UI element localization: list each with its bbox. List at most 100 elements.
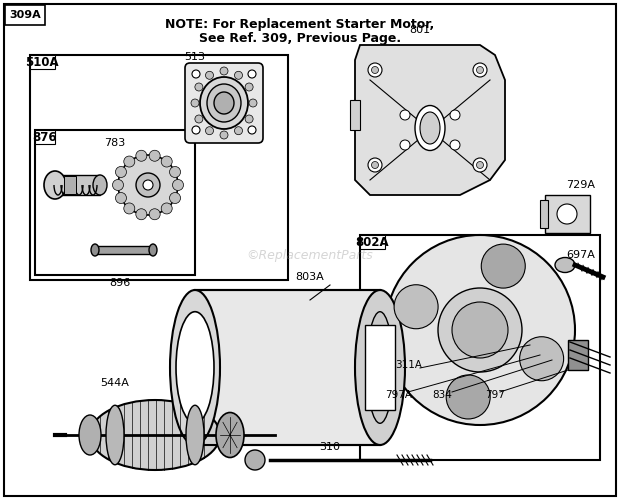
Circle shape [112, 180, 123, 190]
Bar [35, 130, 195, 275]
Circle shape [450, 110, 460, 120]
Bar [360, 235, 600, 460]
Circle shape [438, 288, 522, 372]
Ellipse shape [90, 400, 220, 470]
Text: 834: 834 [432, 390, 452, 400]
Circle shape [371, 162, 378, 168]
Circle shape [118, 155, 178, 215]
Circle shape [477, 162, 484, 168]
Circle shape [136, 208, 147, 220]
Bar [540, 200, 548, 228]
Text: See Ref. 309, Previous Page.: See Ref. 309, Previous Page. [199, 32, 401, 45]
Circle shape [192, 126, 200, 134]
Bar [55, 175, 100, 195]
Text: 544A: 544A [100, 378, 129, 388]
Circle shape [149, 208, 160, 220]
Ellipse shape [367, 312, 393, 424]
Circle shape [368, 63, 382, 77]
Circle shape [452, 302, 508, 358]
Circle shape [371, 66, 378, 73]
Circle shape [161, 156, 172, 167]
Ellipse shape [200, 77, 248, 129]
Circle shape [473, 158, 487, 172]
Text: 876: 876 [33, 132, 57, 144]
Ellipse shape [106, 405, 124, 465]
Circle shape [124, 203, 135, 214]
Text: 310: 310 [319, 442, 340, 452]
Text: NOTE: For Replacement Starter Motor,: NOTE: For Replacement Starter Motor, [166, 18, 435, 31]
Bar [350, 100, 360, 130]
Text: 797: 797 [485, 390, 505, 400]
Circle shape [124, 156, 135, 167]
Circle shape [220, 131, 228, 139]
Ellipse shape [355, 290, 405, 445]
Bar [30, 55, 288, 280]
Ellipse shape [170, 290, 220, 445]
Ellipse shape [176, 312, 214, 424]
Ellipse shape [93, 175, 107, 195]
Circle shape [481, 244, 525, 288]
Circle shape [205, 72, 213, 80]
Circle shape [115, 192, 126, 203]
Circle shape [234, 72, 242, 80]
Circle shape [115, 166, 126, 177]
FancyBboxPatch shape [185, 63, 263, 143]
Circle shape [249, 99, 257, 107]
Ellipse shape [186, 405, 204, 465]
Ellipse shape [207, 84, 241, 122]
Text: 783: 783 [104, 138, 126, 148]
Ellipse shape [420, 112, 440, 144]
Circle shape [169, 192, 180, 203]
Text: 697A: 697A [566, 250, 595, 260]
Ellipse shape [79, 415, 101, 455]
Circle shape [400, 110, 410, 120]
Circle shape [169, 166, 180, 177]
Circle shape [136, 150, 147, 162]
Circle shape [143, 180, 153, 190]
Circle shape [245, 450, 265, 470]
Circle shape [400, 140, 410, 150]
Circle shape [520, 336, 564, 380]
Ellipse shape [44, 171, 66, 199]
Circle shape [195, 83, 203, 91]
FancyBboxPatch shape [64, 176, 76, 194]
Circle shape [191, 99, 199, 107]
Ellipse shape [216, 412, 244, 458]
Circle shape [450, 140, 460, 150]
Text: 797A: 797A [385, 390, 412, 400]
Circle shape [477, 66, 484, 73]
Ellipse shape [415, 106, 445, 150]
Bar [195, 290, 380, 445]
Ellipse shape [149, 244, 157, 256]
Bar [365, 325, 395, 410]
Text: 801: 801 [409, 25, 430, 35]
Circle shape [245, 83, 253, 91]
Circle shape [149, 150, 160, 162]
FancyBboxPatch shape [360, 235, 384, 249]
Circle shape [192, 70, 200, 78]
Ellipse shape [214, 92, 234, 114]
FancyBboxPatch shape [30, 55, 55, 69]
Text: 513: 513 [185, 52, 205, 62]
Ellipse shape [91, 244, 99, 256]
Polygon shape [355, 45, 505, 195]
Text: 309A: 309A [9, 10, 41, 20]
Circle shape [234, 126, 242, 134]
Circle shape [557, 204, 577, 224]
Circle shape [161, 203, 172, 214]
Text: 802A: 802A [355, 236, 389, 250]
Text: 729A: 729A [566, 180, 595, 190]
Bar [95, 246, 153, 254]
Circle shape [248, 70, 256, 78]
Circle shape [245, 115, 253, 123]
Text: 311A: 311A [395, 360, 422, 370]
Bar [568, 340, 588, 370]
Circle shape [205, 126, 213, 134]
FancyBboxPatch shape [5, 5, 45, 25]
Circle shape [446, 375, 490, 419]
Circle shape [172, 180, 184, 190]
Circle shape [368, 158, 382, 172]
Ellipse shape [555, 258, 575, 272]
Bar [545, 195, 590, 233]
Circle shape [136, 173, 160, 197]
